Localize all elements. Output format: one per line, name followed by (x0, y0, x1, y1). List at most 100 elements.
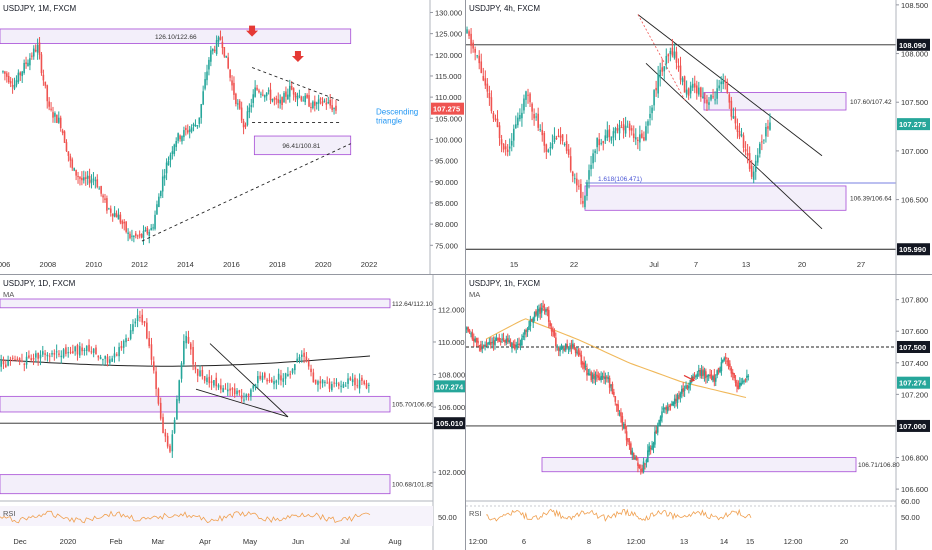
monthly-chart-panel[interactable]: USDJPY, 1M, FXCM 126.10/122.66 96.41/100.8… (0, 0, 466, 275)
daily-candle (97, 355, 100, 358)
daily-candle (180, 363, 183, 379)
monthly-candle (140, 233, 143, 238)
daily-candle (9, 359, 12, 361)
hourly-candle (730, 367, 733, 374)
monthly-candle (42, 74, 45, 81)
monthly-candle (161, 176, 164, 192)
four-hour-candle (655, 87, 657, 91)
price-tick-label: 112.000 (438, 305, 465, 314)
monthly-candle (40, 54, 43, 74)
hourly-chart-panel[interactable]: USDJPY, 1h, FXCM MA 106.71/106.80 107.500 10… (466, 275, 932, 550)
monthly-candle (221, 41, 224, 48)
four-hour-candle (622, 124, 625, 131)
last-price-tag-bg (897, 376, 930, 389)
daily-candle (254, 384, 257, 388)
monthly-candle (325, 102, 328, 105)
monthly-candle (314, 101, 316, 106)
daily-candle (162, 417, 164, 433)
monthly-candle (94, 180, 97, 182)
four-hour-candle (750, 165, 753, 177)
four-hour-candle (716, 88, 718, 99)
hourly-candle (567, 348, 570, 350)
red-arrow-icon (683, 374, 695, 383)
price-tick-label: 108.000 (901, 50, 928, 59)
hourly-candle (707, 374, 710, 377)
daily-candle (289, 373, 292, 375)
hourly-candle (722, 359, 724, 363)
four-hour-candle (730, 100, 733, 117)
four-hour-candle (580, 184, 582, 198)
channel-upper-line (637, 14, 823, 157)
four-hour-chart-panel[interactable]: USDJPY, 4h, FXCM 108.090 105.990 107.60/107… (466, 0, 932, 275)
four-hour-candle (685, 89, 688, 95)
four-hour-candle (594, 150, 596, 153)
four-hour-candle (626, 126, 629, 128)
price-tick-label: 90.000 (435, 178, 458, 187)
hourly-candle (642, 461, 645, 472)
monthly-candle (13, 84, 16, 89)
daily-candle (48, 355, 51, 357)
monthly-chart[interactable]: USDJPY, 1M, FXCM 126.10/122.66 96.41/100.8… (0, 0, 466, 275)
daily-candle (76, 345, 79, 355)
hourly-candle (498, 337, 501, 342)
daily-chart[interactable]: USDJPY, 1D, FXCM MA 112.64/112.10 105.70/10… (0, 275, 466, 550)
panel-divider-horizontal[interactable] (0, 274, 932, 275)
monthly-candle (185, 127, 187, 131)
hourly-candle (709, 374, 711, 376)
daily-chart-panel[interactable]: USDJPY, 1D, FXCM MA 112.64/112.10 105.70/10… (0, 275, 466, 550)
time-tick-label: 2006 (0, 260, 10, 269)
daily-candle (324, 381, 326, 383)
hourly-candle (499, 341, 502, 343)
four-hour-candle (614, 127, 617, 134)
four-hour-candle (659, 69, 661, 78)
monthly-candle (90, 179, 93, 183)
daily-candle (351, 379, 354, 383)
hourly-candle (672, 401, 675, 406)
monthly-candle (31, 55, 33, 57)
monthly-candle (206, 71, 208, 81)
hourly-candle (501, 339, 503, 341)
monthly-candle (250, 104, 253, 108)
daily-candle (46, 354, 49, 357)
four-hour-candle (667, 54, 670, 57)
hourly-candle (644, 463, 646, 465)
monthly-candle (50, 108, 52, 110)
four-hour-chart[interactable]: USDJPY, 4h, FXCM 108.090 105.990 107.60/107… (466, 0, 932, 275)
four-hour-candle (679, 65, 682, 80)
monthly-candle (169, 154, 172, 161)
four-hour-candle (486, 83, 489, 92)
hourly-candle (632, 452, 635, 460)
hourly-candle (525, 330, 527, 332)
hourly-candle (740, 382, 743, 386)
price-tick-label: 102.000 (438, 468, 465, 477)
monthly-candle (158, 196, 160, 208)
time-tick-label: 15 (510, 260, 518, 269)
monthly-candle (127, 232, 129, 234)
hourly-candle (502, 337, 505, 340)
monthly-candle (287, 94, 289, 100)
hourly-candle (662, 408, 665, 410)
monthly-candle (61, 130, 64, 134)
price-tick-label: 107.200 (901, 390, 928, 399)
hourly-candle (625, 431, 628, 441)
four-hour-candle (704, 97, 706, 99)
daily-candle (69, 351, 72, 353)
daily-candle (159, 402, 162, 419)
four-hour-candle (515, 124, 517, 129)
rsi-label: RSI (469, 509, 482, 518)
hourly-chart[interactable]: USDJPY, 1h, FXCM MA 106.71/106.80 107.500 10… (466, 275, 932, 550)
monthly-candle (46, 85, 49, 102)
monthly-candle (269, 89, 272, 101)
panel-divider-vertical[interactable] (465, 0, 466, 550)
monthly-candle (225, 55, 228, 58)
monthly-candle (48, 101, 50, 107)
projection-dashed-line (637, 14, 687, 103)
monthly-candle (275, 98, 278, 100)
hourly-candle (639, 469, 642, 471)
daily-candle (321, 380, 324, 384)
four-hour-candle (492, 113, 495, 119)
hourly-candle (540, 307, 543, 313)
daily-candle (146, 322, 148, 339)
four-hour-candle (472, 42, 474, 49)
price-tick-label: 120.000 (435, 51, 462, 60)
